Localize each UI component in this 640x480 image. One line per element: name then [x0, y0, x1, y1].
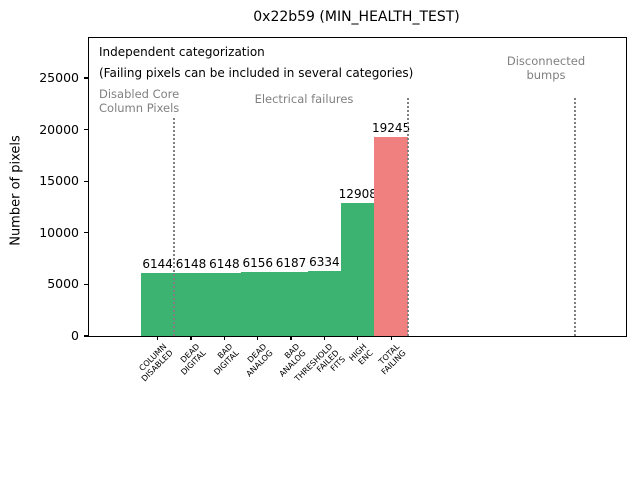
y-tick — [84, 180, 88, 182]
bar-value-label: 19245 — [372, 121, 411, 136]
bar — [141, 272, 175, 336]
zone-label-disconnected-bumps: Disconnected bumps — [486, 54, 606, 82]
bar — [207, 272, 242, 336]
y-tick — [84, 77, 88, 79]
zone-label-disabled-core-column-pixels: Disabled Core Column Pixels — [99, 87, 179, 115]
chart-title: 0x22b59 (MIN_HEALTH_TEST) — [253, 9, 460, 25]
separator-line — [173, 118, 176, 336]
y-tick-label: 15000 — [39, 173, 79, 189]
y-tick — [84, 335, 88, 337]
zone-label-line: Electrical failures — [254, 92, 354, 106]
y-tick-label: 0 — [71, 328, 79, 343]
separator-line — [573, 98, 576, 336]
annotation-subheading: (Failing pixels can be included in sever… — [99, 66, 414, 80]
zone-label-line: bumps — [526, 68, 566, 82]
x-tick — [157, 336, 159, 340]
x-tick — [323, 336, 325, 340]
plot-area: Independent categorization (Failing pixe… — [39, 37, 627, 383]
y-tick — [84, 232, 88, 234]
bar-value-label: 6187 — [275, 256, 307, 271]
x-tick — [390, 336, 392, 340]
y-tick-label: 5000 — [47, 276, 79, 292]
bar — [341, 202, 375, 336]
x-tick — [190, 336, 192, 340]
bar-value-label: 6156 — [242, 256, 273, 271]
y-tick-label: 20000 — [39, 121, 79, 137]
x-tick — [223, 336, 225, 340]
x-tick — [290, 336, 292, 340]
bar — [241, 272, 275, 336]
zone-label-electrical-failures: Electrical failures — [247, 92, 361, 106]
y-axis-label: Number of pixels — [8, 135, 24, 246]
x-tick — [257, 336, 259, 340]
y-tick-label: 25000 — [39, 70, 79, 85]
zone-label-line: Disabled Core — [99, 87, 180, 101]
bar — [374, 137, 408, 336]
annotation-heading: Independent categorization — [99, 45, 265, 59]
bar — [307, 270, 342, 336]
bar-value-label: 6148 — [175, 256, 207, 271]
zone-label-line: Column Pixels — [99, 101, 180, 115]
bar-value-label: 6148 — [209, 256, 240, 271]
bar — [174, 272, 208, 336]
y-tick — [84, 283, 88, 285]
bar-value-label: 12908 — [338, 186, 377, 201]
y-tick-label: 10000 — [39, 224, 79, 240]
bar-value-label: 6334 — [309, 254, 340, 269]
bar — [274, 272, 308, 336]
x-tick — [357, 336, 359, 340]
bar-value-label: 6144 — [142, 256, 173, 271]
separator-line — [406, 98, 409, 336]
y-tick — [84, 129, 88, 131]
zone-label-line: Disconnected — [506, 54, 586, 68]
